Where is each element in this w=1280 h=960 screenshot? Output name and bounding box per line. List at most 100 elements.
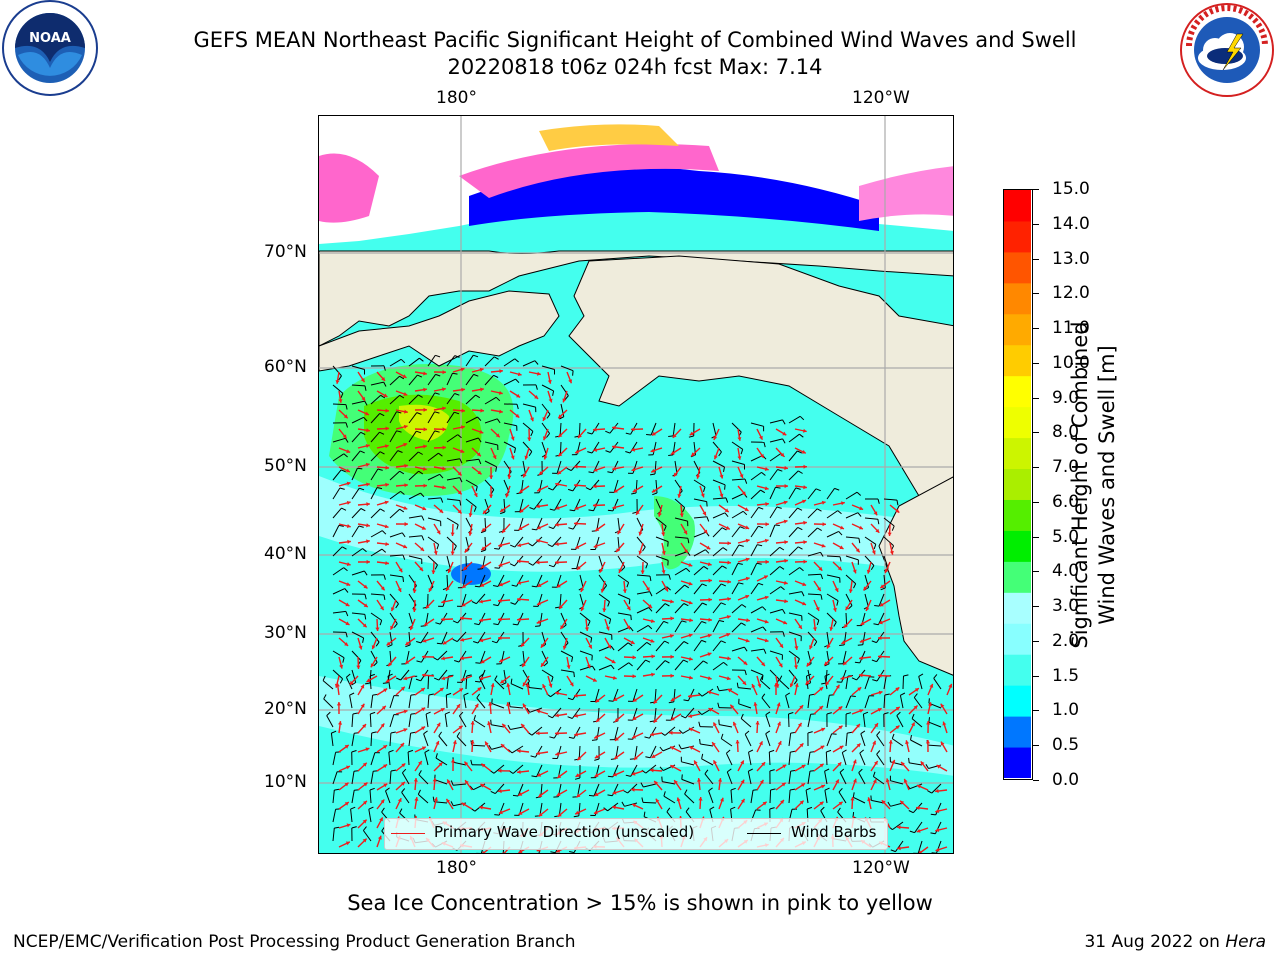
wind-barb	[389, 695, 395, 709]
wind-barb-flag	[439, 473, 444, 479]
wind-barb	[636, 591, 650, 595]
colorbar-segment	[1004, 406, 1031, 439]
wind-barb-flag	[588, 794, 595, 797]
wind-barb	[389, 411, 397, 424]
wind-barb	[649, 745, 657, 758]
wave-direction-arrowhead	[802, 582, 807, 587]
wave-direction-arrowhead	[580, 607, 585, 611]
wind-barb-flag	[780, 586, 785, 591]
colorbar-tick-mark	[1033, 189, 1039, 190]
wave-direction-arrowhead	[576, 793, 581, 798]
wave-direction-arrowhead	[757, 683, 762, 688]
wind-barb-flag	[623, 790, 628, 794]
wind-barb	[674, 584, 685, 595]
wind-barb-flag	[723, 662, 728, 666]
wind-barb-flag	[664, 660, 670, 664]
wind-barb	[748, 752, 752, 766]
colorbar	[1003, 189, 1033, 780]
wave-direction-arrowhead	[936, 765, 941, 769]
wind-barb	[559, 441, 562, 456]
wind-barb-flag	[817, 527, 822, 532]
wave-direction-arrowhead	[380, 606, 384, 611]
wind-barb-flag	[405, 644, 411, 648]
wind-barb-flag	[910, 734, 912, 741]
wind-barb	[446, 411, 455, 424]
wind-barb	[389, 574, 403, 578]
wave-direction-arrowhead	[344, 782, 349, 787]
wind-barb	[427, 374, 436, 386]
wind-barb	[614, 726, 619, 740]
wind-barb	[533, 498, 543, 510]
wave-direction-arrowhead	[838, 801, 843, 806]
wind-barb	[332, 384, 344, 394]
sea-ice-yellow	[539, 124, 679, 151]
wind-barb-flag	[322, 675, 326, 681]
wave-direction-arrowhead	[518, 792, 523, 796]
wave-direction-arrowhead	[470, 721, 475, 725]
colorbar-tick-mark	[1033, 710, 1039, 712]
wind-barb	[552, 517, 562, 529]
wave-direction-arrowhead	[335, 380, 340, 384]
wave-direction-arrowhead	[726, 615, 731, 619]
wind-barb-flag	[339, 487, 345, 490]
wind-barb-flag	[730, 806, 736, 810]
wind-barb	[351, 416, 364, 424]
wave-direction-arrowhead	[404, 483, 408, 488]
wind-barb-flag	[816, 620, 820, 626]
colorbar-tick-label: 12.0	[1052, 283, 1090, 304]
wind-barb	[484, 396, 497, 405]
wind-barb-flag	[416, 641, 422, 644]
wind-barb	[613, 479, 619, 493]
wind-barb-flag	[457, 434, 462, 439]
wind-barb-flag	[567, 488, 574, 492]
wind-barb-flag	[452, 620, 458, 624]
wind-barb-flag	[756, 562, 762, 565]
wind-barb	[708, 790, 714, 804]
wind-barb-flag	[459, 458, 463, 464]
wind-barb	[541, 384, 554, 392]
wind-barb-flag	[496, 418, 501, 424]
wave-direction-arrowhead	[632, 655, 636, 660]
wave-direction-arrowhead	[879, 602, 884, 607]
map-panel[interactable]	[318, 115, 954, 854]
wind-barb-flag	[646, 641, 652, 646]
wave-direction-arrowhead	[343, 414, 348, 419]
wind-barb-flag	[543, 662, 548, 667]
wind-barb-flag	[352, 712, 358, 715]
wind-barb	[712, 640, 722, 652]
wind-barb-flag	[381, 530, 387, 535]
wave-direction-arrowhead	[916, 805, 920, 810]
wind-barb	[446, 676, 449, 690]
wind-barb-flag	[490, 790, 496, 795]
wind-barb-flag	[860, 730, 866, 735]
wind-barb-flag	[456, 731, 461, 737]
wind-barb-flag	[779, 546, 785, 551]
wave-direction-arrowhead	[362, 724, 366, 728]
wind-barb-flag	[805, 787, 811, 791]
wave-direction-arrowhead	[903, 778, 908, 783]
wind-barb-flag	[663, 620, 669, 624]
wave-direction-arrowhead	[726, 676, 731, 681]
wave-direction-arrowhead	[688, 562, 693, 567]
wind-barb-flag	[928, 698, 930, 704]
wind-barb-flag	[535, 625, 541, 627]
wave-direction-arrowhead	[875, 528, 880, 533]
wave-direction-arrowhead	[801, 449, 806, 454]
wind-barb-flag	[724, 484, 726, 490]
wave-direction-arrowhead	[843, 623, 848, 628]
wind-barb-flag	[350, 806, 356, 810]
wind-barb	[674, 567, 687, 576]
wave-direction-arrowhead	[371, 645, 376, 650]
wind-barb	[427, 430, 436, 443]
wave-direction-arrowhead	[607, 644, 611, 649]
wind-barb	[826, 612, 837, 623]
wind-barb	[664, 726, 676, 736]
wave-direction-arrowhead	[461, 425, 465, 430]
wind-barb-flag	[797, 507, 803, 511]
wave-direction-arrowhead	[479, 599, 483, 604]
wind-barb-flag	[493, 623, 499, 626]
wave-direction-arrowhead	[602, 608, 607, 612]
wind-barb	[536, 764, 543, 778]
wind-barb	[761, 697, 771, 709]
wind-barb-flag	[641, 797, 644, 803]
